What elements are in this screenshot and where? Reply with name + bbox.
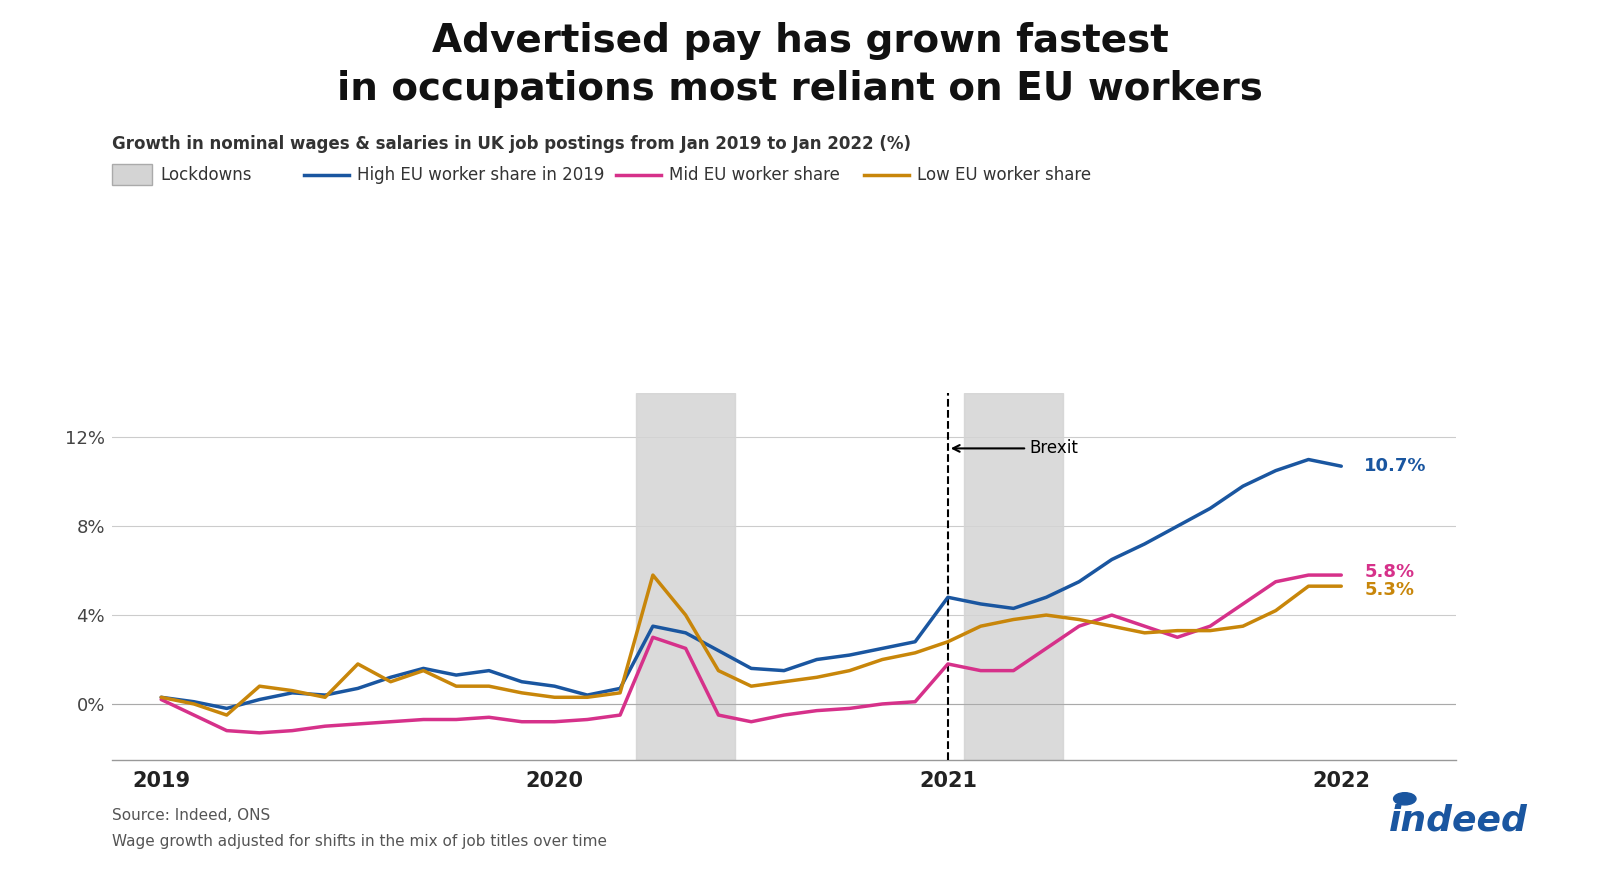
Text: Wage growth adjusted for shifts in the mix of job titles over time: Wage growth adjusted for shifts in the m… [112,834,606,849]
Text: Source: Indeed, ONS: Source: Indeed, ONS [112,808,270,822]
Text: Advertised pay has grown fastest: Advertised pay has grown fastest [432,22,1168,60]
Text: indeed: indeed [1389,804,1528,837]
Text: Brexit: Brexit [954,439,1078,457]
Text: Mid EU worker share: Mid EU worker share [669,166,840,183]
Bar [965,393,1062,760]
Text: 5.8%: 5.8% [1365,563,1414,581]
Text: 10.7%: 10.7% [1365,457,1427,475]
Text: Low EU worker share: Low EU worker share [917,166,1091,183]
Text: Growth in nominal wages & salaries in UK job postings from Jan 2019 to Jan 2022 : Growth in nominal wages & salaries in UK… [112,135,910,154]
Text: in occupations most reliant on EU workers: in occupations most reliant on EU worker… [338,70,1262,108]
Text: Lockdowns: Lockdowns [160,166,251,183]
Bar [637,393,734,760]
Text: 5.3%: 5.3% [1365,581,1414,599]
Text: High EU worker share in 2019: High EU worker share in 2019 [357,166,605,183]
